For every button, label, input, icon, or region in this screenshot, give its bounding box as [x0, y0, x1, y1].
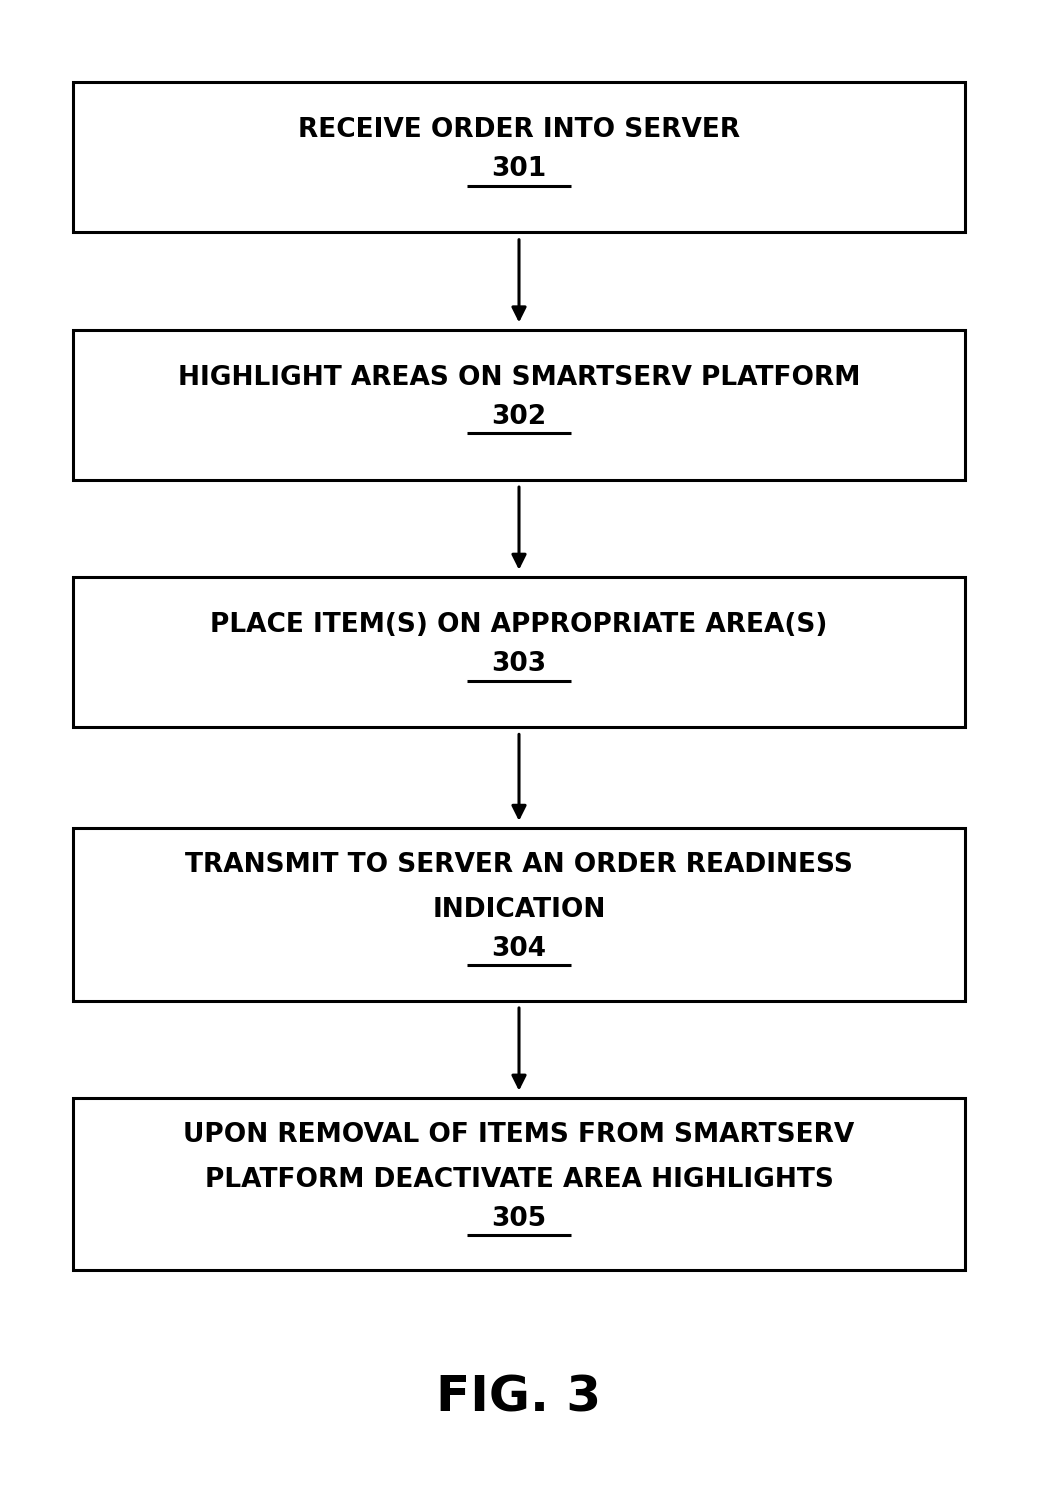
Text: PLACE ITEM(S) ON APPROPRIATE AREA(S): PLACE ITEM(S) ON APPROPRIATE AREA(S)	[211, 612, 827, 639]
Bar	[73, 82, 965, 232]
Text: 302: 302	[491, 403, 547, 430]
Bar	[73, 330, 965, 480]
Text: 304: 304	[492, 935, 546, 962]
Text: FIG. 3: FIG. 3	[436, 1373, 602, 1421]
Text: 303: 303	[491, 651, 547, 678]
Text: PLATFORM DEACTIVATE AREA HIGHLIGHTS: PLATFORM DEACTIVATE AREA HIGHLIGHTS	[204, 1166, 834, 1193]
Bar	[73, 1097, 965, 1271]
Text: INDICATION: INDICATION	[432, 896, 606, 923]
Text: TRANSMIT TO SERVER AN ORDER READINESS: TRANSMIT TO SERVER AN ORDER READINESS	[185, 851, 853, 878]
Text: UPON REMOVAL OF ITEMS FROM SMARTSERV: UPON REMOVAL OF ITEMS FROM SMARTSERV	[184, 1121, 854, 1148]
Text: RECEIVE ORDER INTO SERVER: RECEIVE ORDER INTO SERVER	[298, 117, 740, 144]
Text: 305: 305	[491, 1205, 547, 1232]
Text: 301: 301	[491, 156, 547, 183]
Bar	[73, 827, 965, 1001]
Bar	[73, 577, 965, 727]
Text: HIGHLIGHT AREAS ON SMARTSERV PLATFORM: HIGHLIGHT AREAS ON SMARTSERV PLATFORM	[177, 364, 861, 391]
